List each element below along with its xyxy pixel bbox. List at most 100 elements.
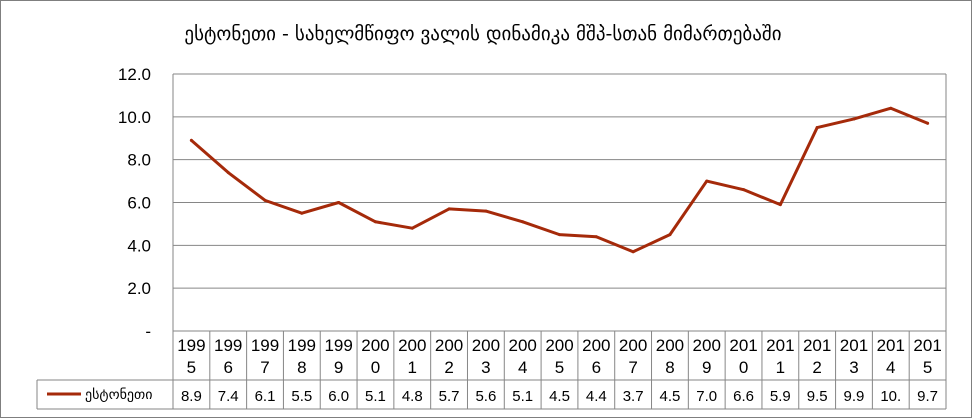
- x-tick-label: 7: [260, 358, 269, 377]
- data-label: 6.6: [733, 388, 754, 405]
- data-label: 7.0: [696, 388, 717, 405]
- data-point: [594, 235, 598, 239]
- data-label: 3.7: [623, 388, 644, 405]
- x-tick-label: 0: [371, 358, 380, 377]
- data-label: 7.4: [218, 388, 239, 405]
- y-tick-label: -: [145, 322, 151, 341]
- x-tick-label: 5: [923, 358, 932, 377]
- x-tick-label: 200: [361, 336, 389, 355]
- x-tick-label: 2: [444, 358, 453, 377]
- x-tick-label: 200: [545, 336, 573, 355]
- gridlines: [173, 73, 946, 289]
- data-point: [668, 233, 672, 237]
- x-tick-label: 9: [702, 358, 711, 377]
- x-tick-label: 1: [408, 358, 417, 377]
- x-tick-label: 199: [288, 336, 316, 355]
- x-tick-label: 5: [187, 358, 196, 377]
- x-tick-label: 4: [886, 358, 895, 377]
- x-tick-label: 201: [766, 336, 794, 355]
- data-point: [484, 209, 488, 213]
- data-table: 199 5 199 6 199 7 199 8 199 9 200 0 200 1 200 2 200 3 200 4…: [36, 74, 947, 410]
- data-label: 5.1: [512, 388, 533, 405]
- y-tick-label: 8.0: [127, 151, 151, 170]
- x-tick-label: 201: [729, 336, 757, 355]
- y-tick-label: 4.0: [127, 236, 151, 255]
- x-tick-label: 199: [251, 336, 279, 355]
- data-point: [926, 121, 930, 125]
- x-tick-label: 199: [324, 336, 352, 355]
- data-label: 6.1: [255, 388, 276, 405]
- series-layer: [189, 106, 930, 254]
- x-tick-label: 199: [177, 336, 205, 355]
- data-label: 9.7: [917, 388, 938, 405]
- data-label: 5.5: [291, 388, 312, 405]
- x-tick-label: 6: [592, 358, 601, 377]
- data-label: 5.6: [475, 388, 496, 405]
- x-tick-label: 0: [739, 358, 748, 377]
- data-point: [705, 179, 709, 183]
- data-label: 4.5: [549, 388, 570, 405]
- data-point: [373, 220, 377, 224]
- legend-label: ესტონეთი: [85, 387, 152, 403]
- x-tick-label: 4: [518, 358, 527, 377]
- x-tick-label: 5: [555, 358, 564, 377]
- y-tick-label: 10.0: [118, 108, 151, 127]
- x-tick-label: 201: [840, 336, 868, 355]
- x-tick-label: 1: [776, 358, 785, 377]
- x-tick-label: 6: [223, 358, 232, 377]
- x-tick-label: 8: [665, 358, 674, 377]
- data-label: 4.8: [402, 388, 423, 405]
- x-tick-label: 9: [334, 358, 343, 377]
- x-tick-label: 2: [812, 358, 821, 377]
- x-tick-label: 8: [297, 358, 306, 377]
- data-label: 5.9: [770, 388, 791, 405]
- data-label: 10.: [880, 388, 901, 405]
- data-label: 8.9: [181, 388, 202, 405]
- y-tick-label: 12.0: [118, 65, 151, 84]
- series-line: [189, 106, 930, 254]
- data-point: [189, 138, 193, 142]
- x-tick-label: 201: [877, 336, 905, 355]
- data-point: [778, 203, 782, 207]
- data-point: [410, 226, 414, 230]
- x-tick-label: 7: [628, 358, 637, 377]
- data-point: [226, 171, 230, 175]
- data-label: 4.5: [659, 388, 680, 405]
- x-tick-label: 200: [656, 336, 684, 355]
- y-axis-ticks: 12.0 10.0 8.0 6.0 4.0 2.0 -: [118, 65, 151, 341]
- x-tick-label: 3: [849, 358, 858, 377]
- y-tick-label: 6.0: [127, 194, 151, 213]
- data-point: [521, 220, 525, 224]
- y-tick-label: 2.0: [127, 279, 151, 298]
- x-tick-label: 3: [481, 358, 490, 377]
- data-point: [815, 126, 819, 130]
- data-point: [742, 188, 746, 192]
- chart-title: ესტონეთი - სახელმწიფო ვალის დინამიკა მშპ…: [184, 23, 781, 45]
- x-tick-label: 200: [693, 336, 721, 355]
- x-tick-label: 200: [472, 336, 500, 355]
- data-point: [631, 250, 635, 254]
- data-label: 4.4: [586, 388, 607, 405]
- x-tick-label: 200: [509, 336, 537, 355]
- x-tick-label: 201: [803, 336, 831, 355]
- data-label: 9.9: [844, 388, 865, 405]
- data-label: 5.1: [365, 388, 386, 405]
- data-point: [558, 233, 561, 237]
- data-point: [263, 198, 267, 202]
- x-tick-label: 201: [913, 336, 941, 355]
- x-tick-label: 199: [214, 336, 242, 355]
- data-point: [889, 106, 893, 110]
- data-point: [447, 207, 451, 211]
- x-tick-label: 200: [435, 336, 463, 355]
- data-label: 9.5: [807, 388, 828, 405]
- data-point: [852, 117, 856, 121]
- data-label: 6.0: [328, 388, 349, 405]
- data-label: 5.7: [439, 388, 460, 405]
- x-tick-label: 200: [582, 336, 610, 355]
- x-tick-label: 200: [619, 336, 647, 355]
- x-tick-label: 200: [398, 336, 426, 355]
- data-point: [337, 201, 341, 204]
- data-point: [300, 211, 304, 215]
